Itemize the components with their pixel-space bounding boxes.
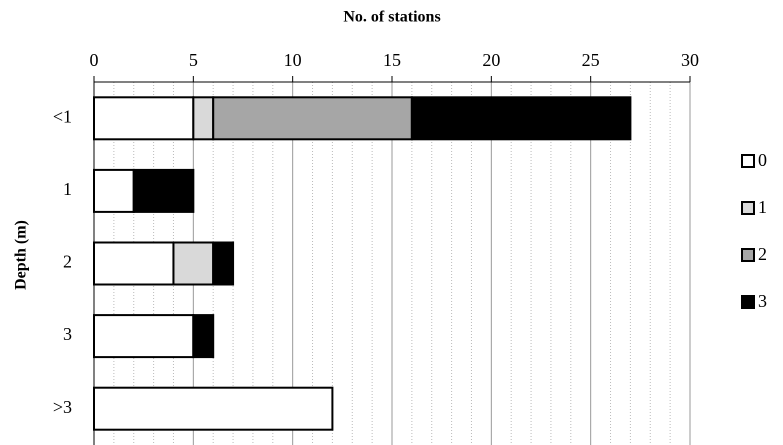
y-tick-label: 3 bbox=[63, 324, 72, 344]
legend-label: 3 bbox=[758, 291, 767, 311]
x-tick-label: 10 bbox=[284, 50, 302, 70]
bar-segment bbox=[93, 168, 135, 213]
bar-segment bbox=[212, 96, 413, 141]
x-tick-label: 15 bbox=[383, 50, 401, 70]
legend-swatch bbox=[741, 154, 755, 168]
legend-swatch bbox=[741, 201, 755, 215]
y-tick-label: 2 bbox=[63, 252, 72, 272]
bar-segment bbox=[93, 241, 175, 286]
bar-segment bbox=[410, 96, 632, 141]
bar-segment bbox=[93, 96, 195, 141]
y-tick-label: >3 bbox=[53, 397, 72, 417]
x-tick-label: 25 bbox=[582, 50, 600, 70]
y-tick-label: 1 bbox=[63, 179, 72, 199]
legend-label: 2 bbox=[758, 244, 767, 264]
bar-segment bbox=[172, 241, 215, 286]
bar-segment bbox=[132, 168, 195, 213]
legend-label: 0 bbox=[758, 150, 767, 170]
legend-swatch bbox=[741, 295, 755, 309]
y-tick-label: <1 bbox=[53, 106, 72, 126]
x-tick-label: 5 bbox=[189, 50, 198, 70]
bar-segment bbox=[93, 386, 334, 431]
bar-segment bbox=[192, 96, 215, 141]
legend-swatch bbox=[741, 248, 755, 262]
bar-segment bbox=[212, 241, 235, 286]
bar-segment bbox=[192, 314, 215, 359]
x-axis-title: No. of stations bbox=[343, 9, 440, 26]
x-tick-label: 0 bbox=[90, 50, 99, 70]
legend-label: 1 bbox=[758, 197, 767, 217]
x-tick-label: 30 bbox=[681, 50, 699, 70]
x-tick-label: 20 bbox=[482, 50, 500, 70]
y-axis-title: Depth (m) bbox=[13, 220, 30, 290]
bar-segment bbox=[93, 314, 195, 359]
